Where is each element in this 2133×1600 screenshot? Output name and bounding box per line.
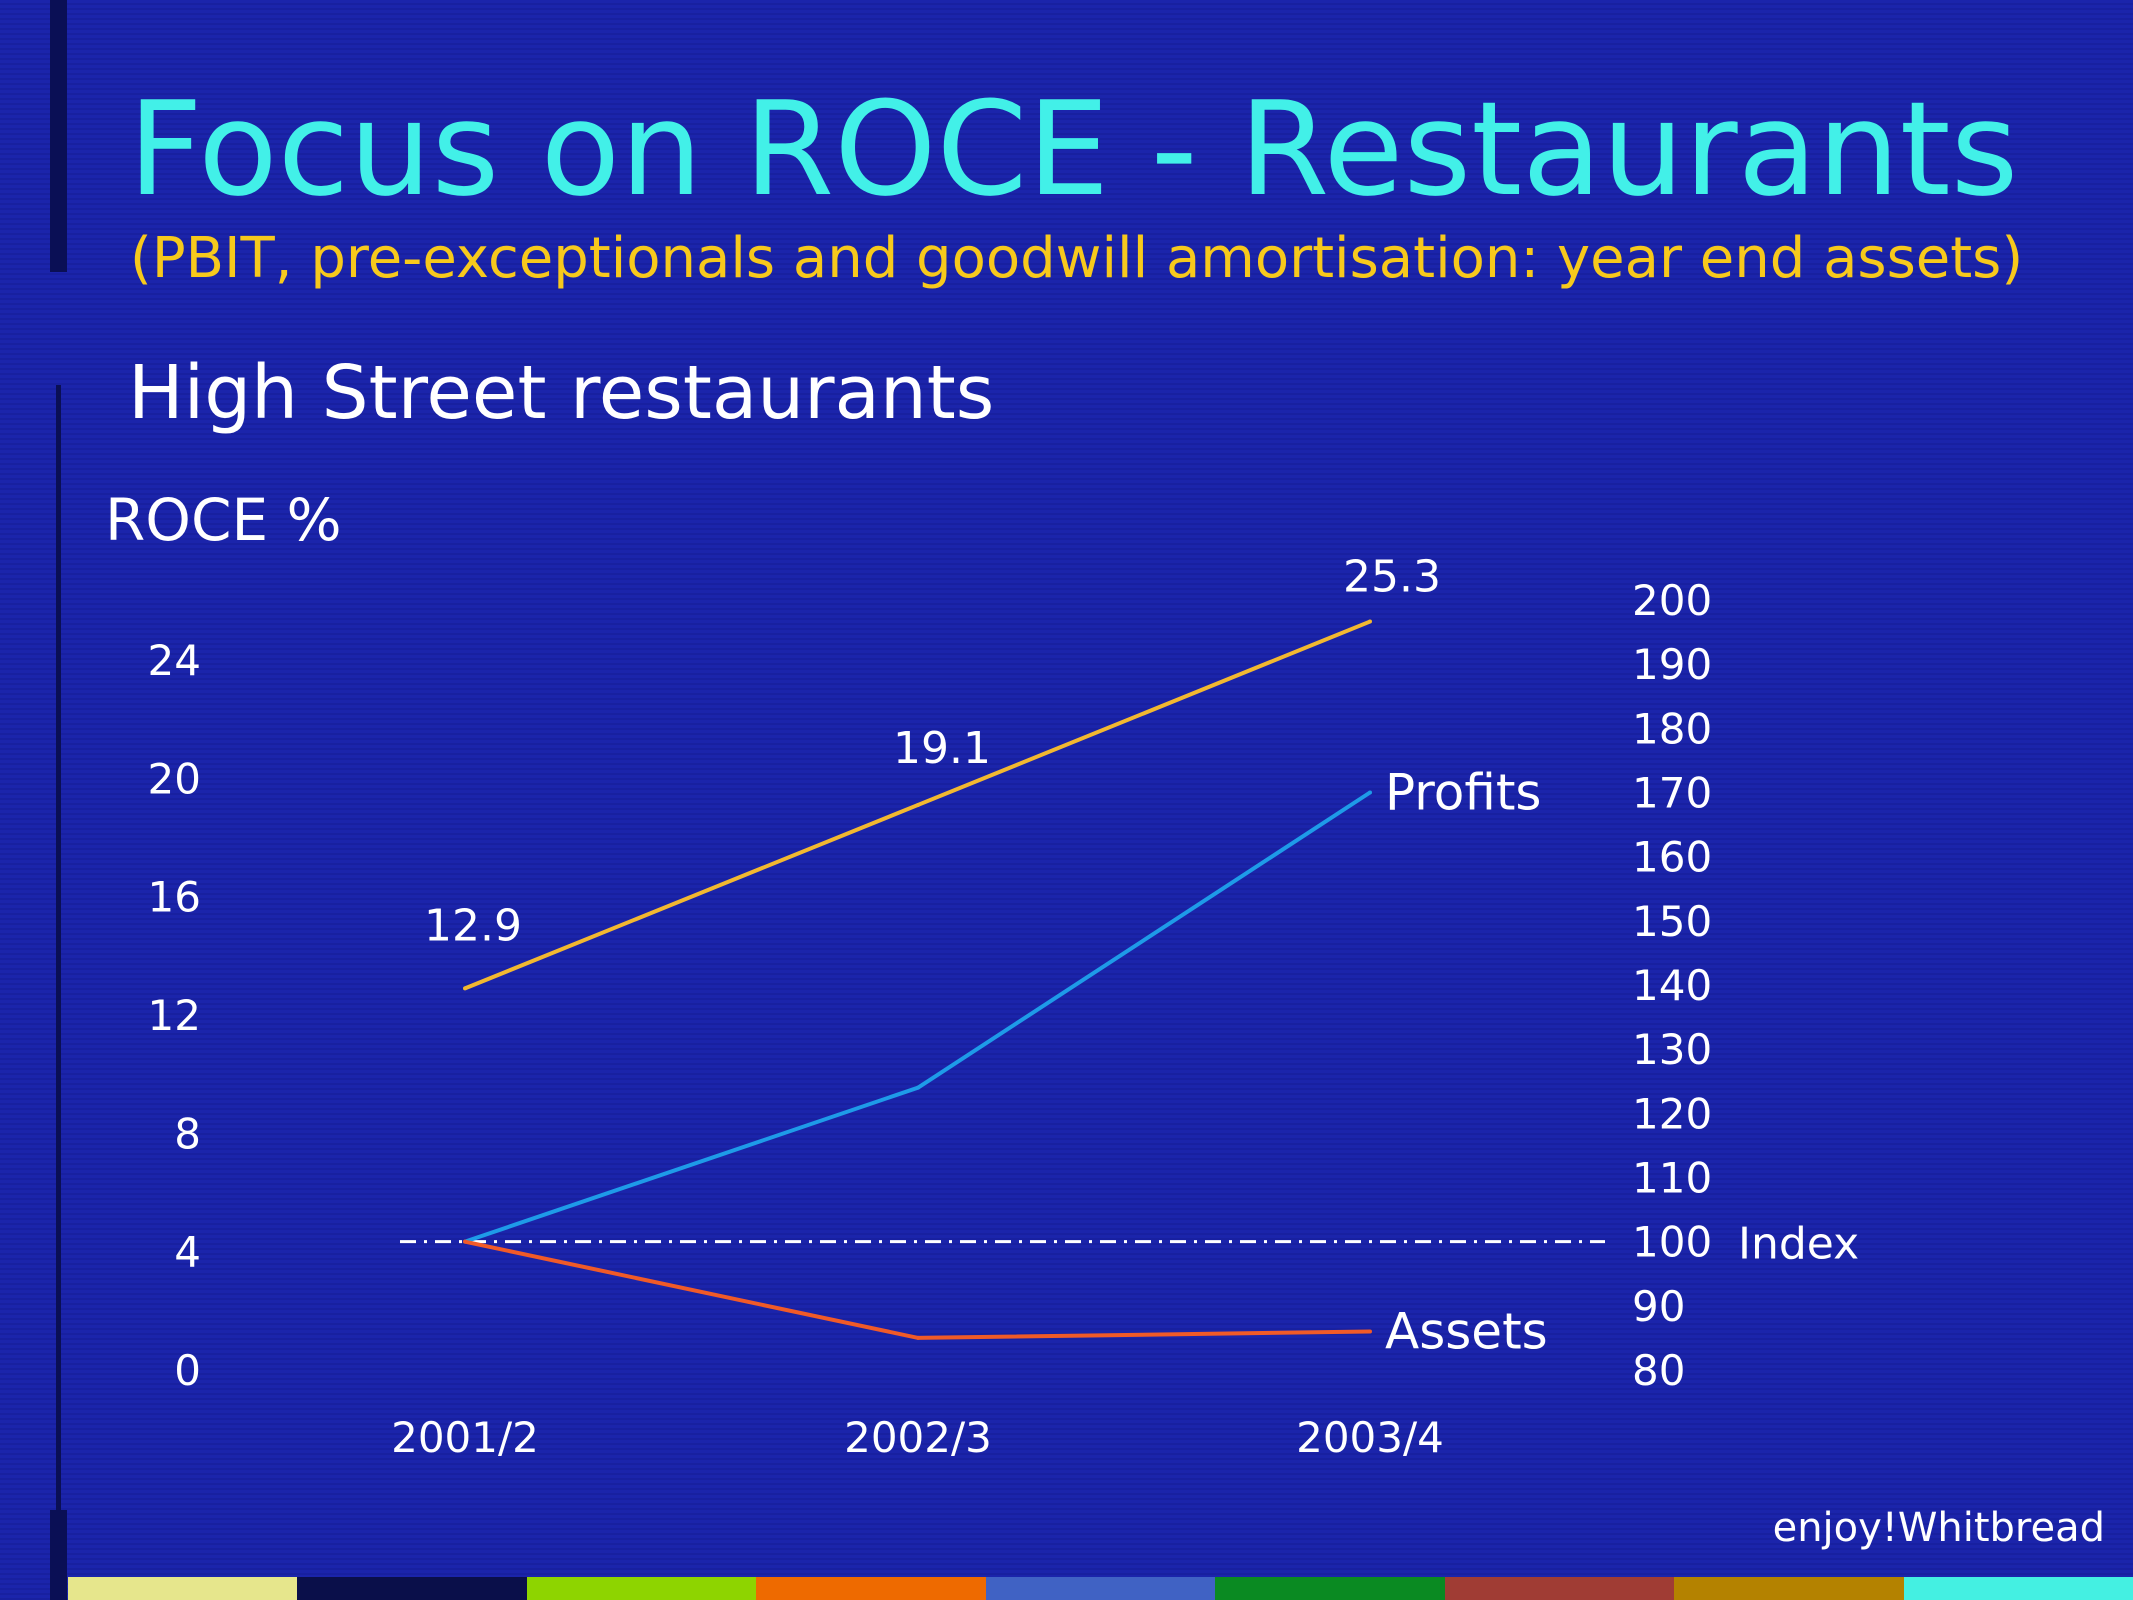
x-axis-tick-label: 2003/4 xyxy=(1296,1413,1444,1462)
slide-subtitle: (PBIT, pre-exceptionals and goodwill amo… xyxy=(130,226,2024,291)
right-axis-tick-label: 160 xyxy=(1632,833,1712,882)
roce-data-point xyxy=(463,986,467,991)
x-axis-tick-label: 2001/2 xyxy=(391,1413,539,1462)
x-axis-ticks: 2001/2 2002/3 2003/4 xyxy=(391,1413,1444,1462)
right-axis-tick-label: 150 xyxy=(1632,897,1712,946)
left-axis-ticks: 0 4 8 12 16 20 24 xyxy=(148,636,201,1395)
brand-footer-text: enjoy!Whitbread xyxy=(1772,1505,2105,1551)
footer-strip-segment xyxy=(756,1577,986,1600)
assets-data-point xyxy=(463,1239,467,1244)
footer-strip-segment xyxy=(985,1577,1216,1600)
footer-strip-segment xyxy=(1903,1577,2133,1600)
footer-strip-segment xyxy=(68,1577,298,1600)
footer-color-strip xyxy=(68,1577,2133,1600)
roce-data-label: 19.1 xyxy=(893,723,991,774)
footer-strip-segment xyxy=(1674,1577,1904,1600)
left-axis-tick-label: 0 xyxy=(174,1346,201,1395)
left-axis-tick-label: 16 xyxy=(148,873,201,922)
right-axis-tick-label: 200 xyxy=(1632,576,1712,625)
assets-data-point xyxy=(916,1335,920,1340)
right-axis-tick-label: 130 xyxy=(1632,1025,1712,1074)
section-heading: High Street restaurants xyxy=(128,350,995,436)
profits-data-point xyxy=(1368,790,1372,795)
right-axis-tick-label: 170 xyxy=(1632,769,1712,818)
bottom-left-accent-bar xyxy=(50,1510,67,1600)
footer-strip-segment xyxy=(526,1577,757,1600)
right-axis-tick-label: 120 xyxy=(1632,1089,1712,1138)
roce-data-label: 12.9 xyxy=(424,900,522,951)
right-axis-tick-label: 140 xyxy=(1632,961,1712,1010)
left-axis-tick-label: 4 xyxy=(174,1228,201,1277)
assets-series-label: Assets xyxy=(1385,1303,1548,1361)
right-axis-label: Index xyxy=(1738,1219,1859,1270)
footer-strip-segment xyxy=(297,1577,527,1600)
right-axis-tick-label: 80 xyxy=(1632,1346,1685,1395)
top-left-accent-bar xyxy=(50,0,67,272)
left-axis-tick-label: 12 xyxy=(148,991,201,1040)
series-group: 12.9 19.1 25.3 Profits Assets xyxy=(424,552,1548,1361)
profits-data-point xyxy=(916,1085,920,1090)
left-axis-tick-label: 24 xyxy=(148,636,201,685)
left-axis-label: ROCE % xyxy=(105,486,342,554)
right-axis-tick-label: 90 xyxy=(1632,1282,1685,1331)
left-divider-line xyxy=(56,385,61,1515)
assets-series-line xyxy=(464,1239,1371,1340)
profits-series-label: Profits xyxy=(1385,764,1541,822)
roce-data-label: 25.3 xyxy=(1343,552,1441,603)
assets-data-point xyxy=(1368,1329,1372,1334)
roce-data-point xyxy=(1368,619,1372,624)
index-reference-line-group: Index xyxy=(400,1219,1859,1270)
slide-title: Focus on ROCE - Restaurants xyxy=(128,73,2019,225)
right-axis-tick-label: 190 xyxy=(1632,640,1712,689)
left-axis-tick-label: 20 xyxy=(148,754,201,803)
footer-strip-segment xyxy=(1444,1577,1675,1600)
x-axis-tick-label: 2002/3 xyxy=(844,1413,992,1462)
left-axis-tick-label: 8 xyxy=(174,1109,201,1158)
right-axis-tick-label: 180 xyxy=(1632,704,1712,753)
right-axis-tick-label: 110 xyxy=(1632,1154,1712,1203)
right-axis-ticks: 80 90 100 110 120 130 140 150 160 170 180 190 200 xyxy=(1632,576,1712,1395)
profits-series-line xyxy=(464,790,1372,1244)
right-axis-tick-label: 100 xyxy=(1632,1218,1712,1267)
roce-data-point xyxy=(916,802,920,807)
footer-strip-segment xyxy=(1215,1577,1445,1600)
